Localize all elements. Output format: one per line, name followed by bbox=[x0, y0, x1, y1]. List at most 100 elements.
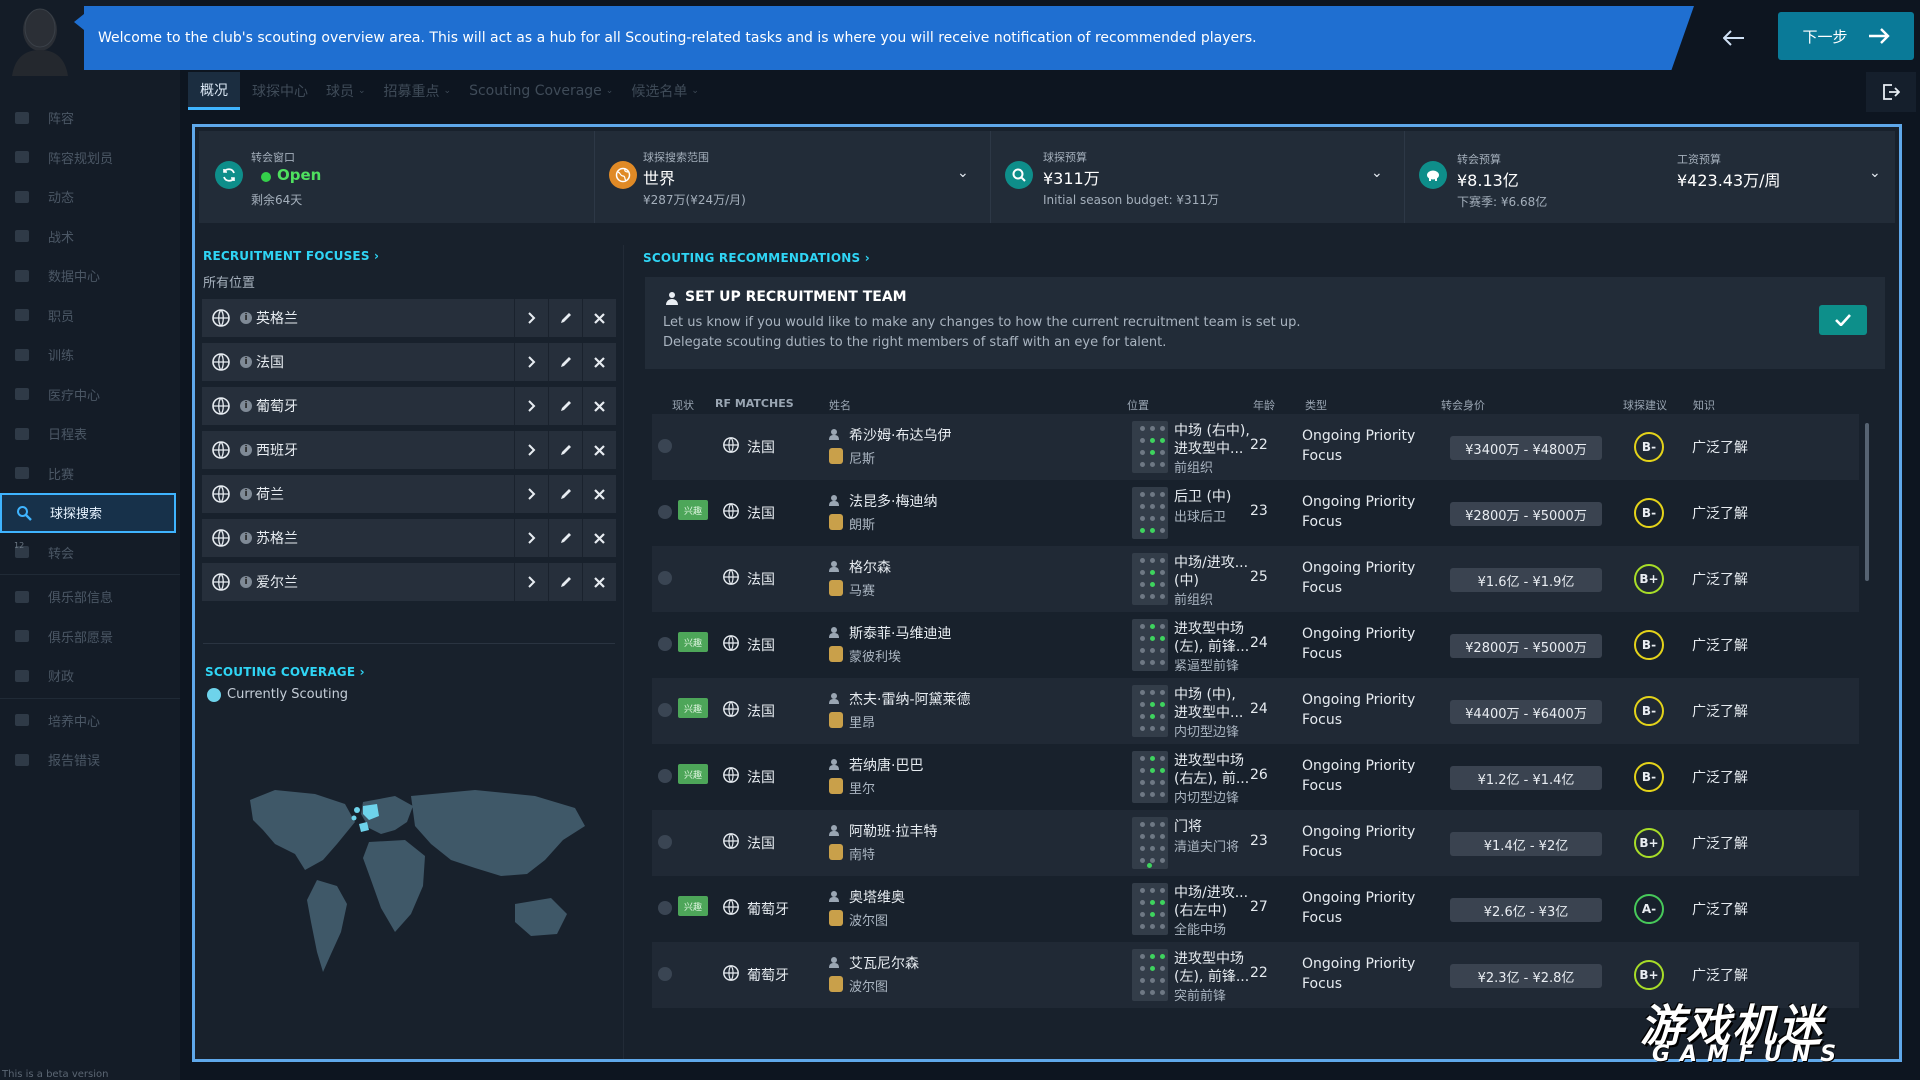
player-name[interactable]: 杰夫·雷纳-阿黛莱德 bbox=[849, 692, 971, 708]
focus-item[interactable]: i 法国 bbox=[202, 343, 616, 381]
info-icon[interactable]: i bbox=[240, 532, 252, 544]
open-focus-button[interactable] bbox=[514, 299, 548, 337]
scouting-budget-section[interactable]: 球探预算 ¥311万 Initial season budget: ¥311万 … bbox=[991, 131, 1405, 223]
player-name[interactable]: 法昆多·梅迪纳 bbox=[849, 494, 938, 510]
remove-focus-button[interactable] bbox=[582, 387, 616, 425]
focus-item[interactable]: i 爱尔兰 bbox=[202, 563, 616, 601]
player-club[interactable]: 波尔图 bbox=[849, 980, 889, 995]
scouting-recommendations-title[interactable]: SCOUTING RECOMMENDATIONS › bbox=[643, 251, 870, 265]
edit-focus-button[interactable] bbox=[548, 563, 582, 601]
sidebar-item-vision[interactable]: 俱乐部愿景 bbox=[0, 617, 180, 657]
sidebar-item-search[interactable]: 球探搜索 bbox=[0, 493, 176, 533]
sidebar-item-club[interactable]: 俱乐部信息 bbox=[0, 577, 180, 617]
focus-item[interactable]: i 荷兰 bbox=[202, 475, 616, 513]
status-indicator[interactable] bbox=[658, 703, 672, 717]
col-status[interactable]: 现状 bbox=[672, 399, 694, 412]
col-name[interactable]: 姓名 bbox=[829, 399, 851, 412]
tab-shortlist[interactable]: 候选名单 ⌄ bbox=[631, 84, 699, 100]
status-indicator[interactable] bbox=[658, 967, 672, 981]
table-row[interactable]: 兴趣 葡萄牙 奥塔维奥 波尔图 中场/进攻... (右左中) 全能中场 27 Ongoing P… bbox=[652, 876, 1859, 942]
player-club[interactable]: 朗斯 bbox=[849, 518, 876, 533]
focus-item[interactable]: i 英格兰 bbox=[202, 299, 616, 337]
sidebar-item-tactics[interactable]: 战术 bbox=[0, 217, 180, 257]
tab-players[interactable]: 球员 ⌄ bbox=[326, 84, 366, 100]
sidebar-item-shirt[interactable]: 阵容 bbox=[0, 98, 180, 138]
recruitment-focuses-title[interactable]: RECRUITMENT FOCUSES › bbox=[203, 249, 380, 263]
open-focus-button[interactable] bbox=[514, 563, 548, 601]
sidebar-item-development[interactable]: 培养中心 bbox=[0, 701, 180, 741]
tab-scouting-centre[interactable]: 球探中心 bbox=[252, 84, 308, 100]
player-club[interactable]: 尼斯 bbox=[849, 452, 876, 467]
player-club[interactable]: 南特 bbox=[849, 848, 876, 863]
next-button[interactable]: 下一步 bbox=[1778, 12, 1914, 60]
tab-overview[interactable]: 概况 bbox=[188, 72, 240, 110]
info-icon[interactable]: i bbox=[240, 400, 252, 412]
player-name[interactable]: 若纳唐·巴巴 bbox=[849, 758, 924, 774]
player-club[interactable]: 里昂 bbox=[849, 716, 876, 731]
info-icon[interactable]: i bbox=[240, 488, 252, 500]
info-icon[interactable]: i bbox=[240, 356, 252, 368]
col-knowledge[interactable]: 知识 bbox=[1693, 399, 1715, 412]
remove-focus-button[interactable] bbox=[582, 343, 616, 381]
table-row[interactable]: 兴趣 法国 若纳唐·巴巴 里尔 进攻型中场 (右左), 前... 内切型边锋 26 Ongoin… bbox=[652, 744, 1859, 810]
sidebar-item-staff[interactable]: 职员 bbox=[0, 296, 180, 336]
confirm-button[interactable] bbox=[1819, 305, 1867, 335]
sidebar-item-trophy[interactable]: 比赛 bbox=[0, 454, 180, 494]
player-name[interactable]: 格尔森 bbox=[849, 560, 891, 576]
edit-focus-button[interactable] bbox=[548, 387, 582, 425]
status-indicator[interactable] bbox=[658, 637, 672, 651]
sidebar-item-transfer[interactable]: 转会 12 bbox=[0, 533, 180, 573]
player-name[interactable]: 奥塔维奥 bbox=[849, 890, 905, 906]
focus-item[interactable]: i 葡萄牙 bbox=[202, 387, 616, 425]
sidebar-item-clipboard[interactable]: 阵容规划员 bbox=[0, 138, 180, 178]
player-club[interactable]: 蒙彼利埃 bbox=[849, 650, 902, 665]
table-row[interactable]: 兴趣 法国 斯泰菲·马维迪迪 蒙彼利埃 进攻型中场 (左), 前锋... 紧逼型前锋 24 On… bbox=[652, 612, 1859, 678]
player-name[interactable]: 阿勒班·拉丰特 bbox=[849, 824, 938, 840]
scouting-range-section[interactable]: 球探搜索范围 世界 ¥287万(¥24万/月) ⌄ bbox=[595, 131, 991, 223]
open-focus-button[interactable] bbox=[514, 475, 548, 513]
col-age[interactable]: 年龄 bbox=[1253, 399, 1275, 412]
status-indicator[interactable] bbox=[658, 835, 672, 849]
remove-focus-button[interactable] bbox=[582, 431, 616, 469]
sidebar-item-training[interactable]: 训练 bbox=[0, 335, 180, 375]
open-focus-button[interactable] bbox=[514, 343, 548, 381]
col-value[interactable]: 转会身价 bbox=[1441, 399, 1485, 412]
col-advice[interactable]: 球探建议 bbox=[1623, 399, 1667, 412]
sidebar-item-bug[interactable]: 报告错误 bbox=[0, 740, 180, 780]
sidebar-item-chart[interactable]: 数据中心 bbox=[0, 256, 180, 296]
scouting-coverage-title[interactable]: SCOUTING COVERAGE › bbox=[205, 665, 365, 679]
exit-button[interactable] bbox=[1866, 72, 1916, 112]
remove-focus-button[interactable] bbox=[582, 299, 616, 337]
table-row[interactable]: 法国 格尔森 马赛 中场/进攻... (中) 前组织 25 Ongoing Priority F… bbox=[652, 546, 1859, 612]
sidebar-item-medical[interactable]: 医疗中心 bbox=[0, 375, 180, 415]
edit-focus-button[interactable] bbox=[548, 519, 582, 557]
open-focus-button[interactable] bbox=[514, 431, 548, 469]
info-icon[interactable]: i bbox=[240, 444, 252, 456]
table-row[interactable]: 葡萄牙 艾瓦尼尔森 波尔图 进攻型中场 (左), 前锋... 突前前锋 22 Ongoing … bbox=[652, 942, 1859, 1008]
focus-item[interactable]: i 苏格兰 bbox=[202, 519, 616, 557]
info-icon[interactable]: i bbox=[240, 576, 252, 588]
sidebar-item-pulse[interactable]: 动态 bbox=[0, 177, 180, 217]
table-row[interactable]: 兴趣 法国 法昆多·梅迪纳 朗斯 后卫 (中) 出球后卫 23 Ongoing Priorit… bbox=[652, 480, 1859, 546]
tab-scouting-coverage[interactable]: Scouting Coverage ⌄ bbox=[469, 83, 614, 99]
status-indicator[interactable] bbox=[658, 571, 672, 585]
back-button[interactable] bbox=[1716, 20, 1752, 56]
col-rf-matches[interactable]: RF MATCHES bbox=[715, 397, 794, 410]
edit-focus-button[interactable] bbox=[548, 475, 582, 513]
focus-item[interactable]: i 西班牙 bbox=[202, 431, 616, 469]
manager-avatar[interactable] bbox=[8, 4, 72, 76]
status-indicator[interactable] bbox=[658, 901, 672, 915]
table-row[interactable]: 法国 阿勒班·拉丰特 南特 门将 清道夫门将 23 Ongoing Priority Focu… bbox=[652, 810, 1859, 876]
player-club[interactable]: 马赛 bbox=[849, 584, 876, 599]
player-name[interactable]: 希沙姆·布达乌伊 bbox=[849, 428, 952, 444]
world-map[interactable] bbox=[245, 782, 605, 992]
edit-focus-button[interactable] bbox=[548, 431, 582, 469]
status-indicator[interactable] bbox=[658, 769, 672, 783]
player-club[interactable]: 里尔 bbox=[849, 782, 876, 797]
finance-budget-section[interactable]: 转会预算 ¥8.13亿 下赛季: ¥6.68亿 工资预算 ¥423.43万/周 … bbox=[1405, 131, 1895, 223]
col-position[interactable]: 位置 bbox=[1127, 399, 1149, 412]
player-name[interactable]: 艾瓦尼尔森 bbox=[849, 956, 919, 972]
remove-focus-button[interactable] bbox=[582, 475, 616, 513]
edit-focus-button[interactable] bbox=[548, 299, 582, 337]
sidebar-item-finance[interactable]: 财政 bbox=[0, 656, 180, 696]
